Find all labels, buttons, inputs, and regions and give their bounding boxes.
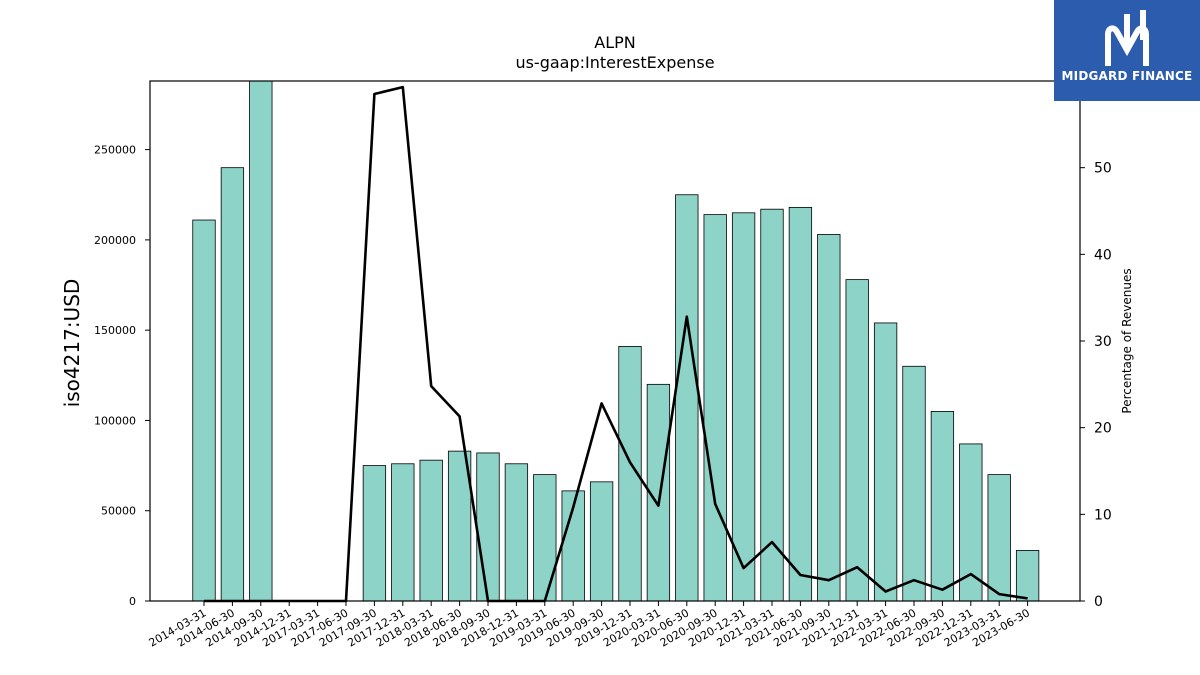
y-tick-label: 100000 (94, 414, 136, 427)
bar (788, 206, 813, 602)
bar (249, 80, 273, 602)
y-axis-left: 0 50000 100000 150000 200000 250000 (94, 144, 150, 608)
bar (675, 194, 699, 602)
bar (533, 474, 557, 602)
brand-logo: MIDGARD FINANCE (1054, 0, 1200, 101)
bar (362, 465, 387, 602)
bar (192, 219, 216, 602)
bar (930, 411, 955, 602)
bar (589, 481, 614, 602)
chart-title: ALPN (594, 33, 635, 52)
bar (504, 463, 529, 602)
bar (220, 167, 245, 602)
chart-subtitle: us-gaap:InterestExpense (515, 53, 714, 72)
bar (703, 214, 727, 602)
bar (817, 234, 841, 602)
bar (419, 459, 443, 602)
bar (391, 463, 415, 602)
y-tick-label: 200000 (94, 234, 136, 247)
y2-tick-label: 30 (1094, 334, 1112, 350)
y2-tick-label: 20 (1094, 421, 1112, 437)
x-axis: 2014-03-312014-06-302014-09-302014-12-31… (147, 601, 1032, 650)
bar (731, 212, 756, 602)
y2-tick-label: 40 (1094, 247, 1112, 263)
y-tick-label: 50000 (101, 505, 136, 518)
bar (987, 474, 1011, 602)
bar-series (192, 80, 1040, 602)
y2-tick-label: 0 (1094, 594, 1103, 610)
y-tick-label: 250000 (94, 144, 136, 157)
bar (902, 365, 926, 602)
y-tick-label: 0 (129, 595, 136, 608)
y2-tick-label: 50 (1094, 161, 1112, 177)
logo-text: MIDGARD FINANCE (1061, 69, 1193, 83)
bar (873, 322, 898, 602)
logo-mark-icon (1105, 10, 1149, 66)
y2-tick-label: 10 (1094, 507, 1112, 523)
bar (1015, 550, 1040, 602)
y2-axis-label: Percentage of Revenues (1120, 268, 1134, 413)
y-axis-right: 0102030405060 (1080, 74, 1112, 610)
y-axis-label: iso4217:USD (60, 279, 84, 408)
y-tick-label: 150000 (94, 324, 136, 337)
bar (476, 452, 500, 602)
bar (845, 279, 869, 602)
